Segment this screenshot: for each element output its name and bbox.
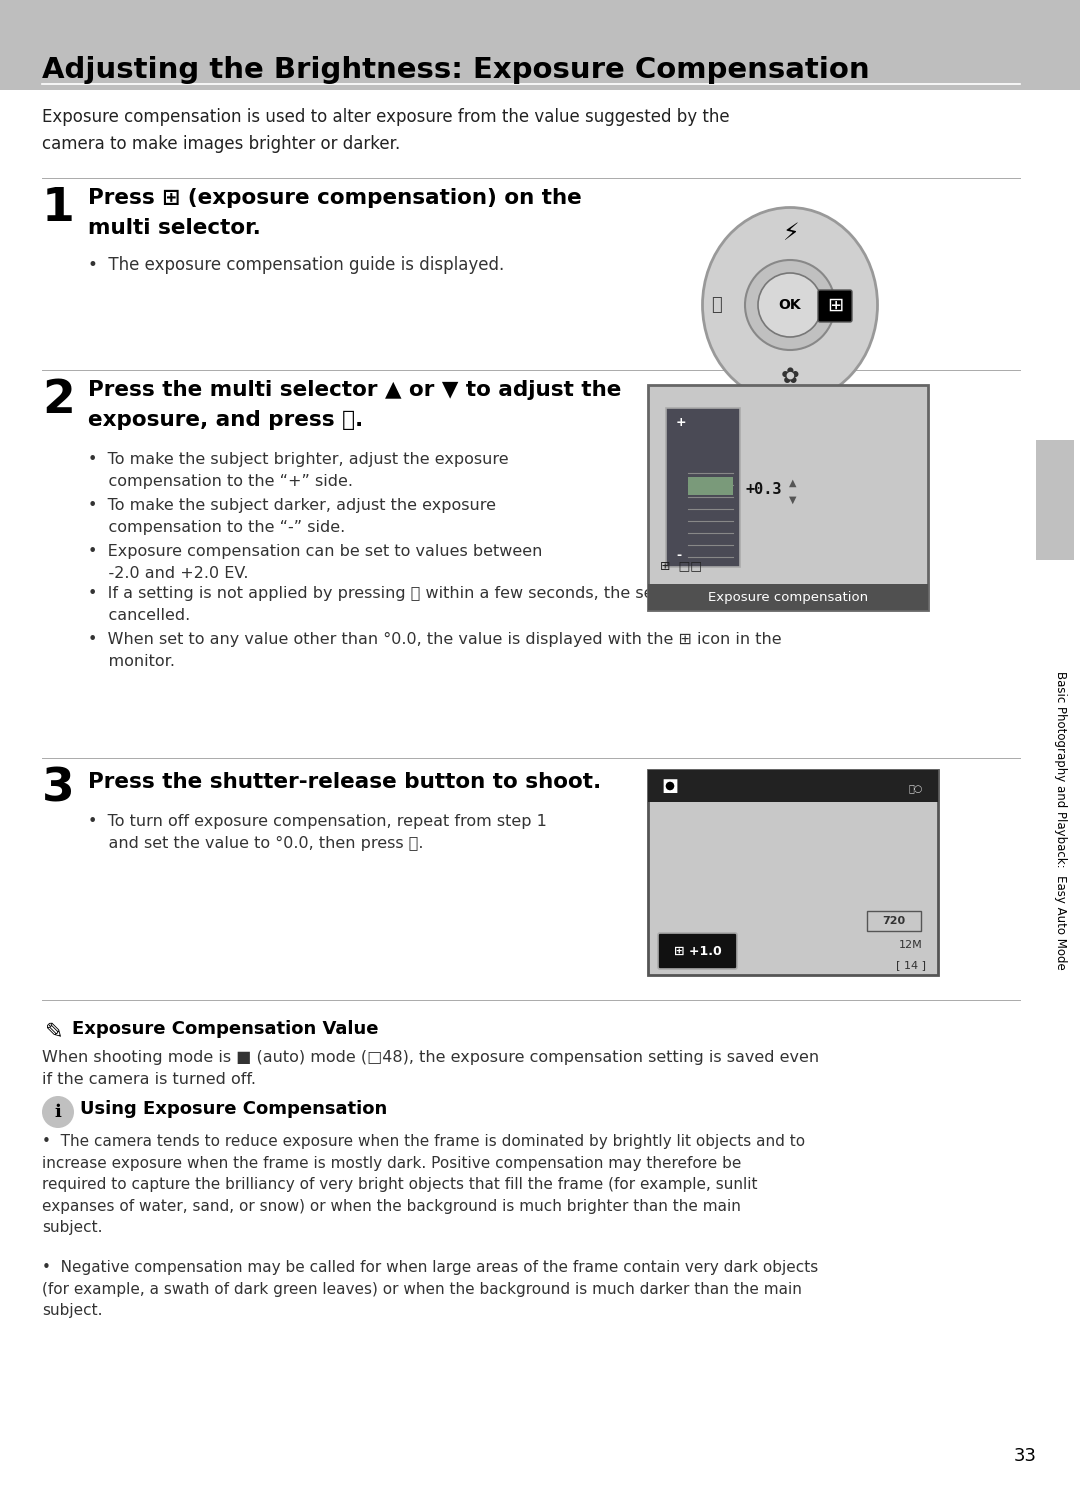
Text: 12M: 12M [900, 941, 923, 950]
Text: ■: ■ [661, 777, 678, 795]
Text: Press the multi selector ▲ or ▼ to adjust the: Press the multi selector ▲ or ▼ to adjus… [87, 380, 621, 400]
Text: ✎: ✎ [44, 1022, 64, 1042]
Text: 3: 3 [42, 765, 75, 811]
Text: 720: 720 [882, 915, 905, 926]
Text: 👤○: 👤○ [908, 783, 923, 794]
Text: -: - [676, 548, 681, 562]
FancyBboxPatch shape [0, 0, 1080, 91]
Text: •  To turn off exposure compensation, repeat from step 1
    and set the value t: • To turn off exposure compensation, rep… [87, 814, 546, 850]
Text: Adjusting the Brightness: Exposure Compensation: Adjusting the Brightness: Exposure Compe… [42, 56, 869, 85]
Circle shape [665, 782, 675, 791]
Text: •  To make the subject darker, adjust the exposure
    compensation to the “-” s: • To make the subject darker, adjust the… [87, 498, 496, 535]
Text: exposure, and press ⓞ.: exposure, and press ⓞ. [87, 410, 363, 429]
FancyBboxPatch shape [648, 770, 939, 802]
Text: Exposure compensation: Exposure compensation [707, 590, 868, 603]
Text: ⊞: ⊞ [827, 296, 843, 315]
Text: ▲: ▲ [789, 478, 797, 487]
FancyBboxPatch shape [818, 290, 852, 322]
FancyBboxPatch shape [666, 409, 740, 568]
FancyBboxPatch shape [648, 584, 928, 609]
FancyBboxPatch shape [688, 477, 733, 495]
Text: ⚡: ⚡ [782, 221, 798, 245]
Ellipse shape [702, 208, 877, 403]
Text: Exposure compensation is used to alter exposure from the value suggested by the
: Exposure compensation is used to alter e… [42, 108, 730, 153]
Text: +0.3: +0.3 [746, 483, 783, 498]
Text: When shooting mode is ■ (auto) mode (□48), the exposure compensation setting is : When shooting mode is ■ (auto) mode (□48… [42, 1051, 819, 1086]
Text: 1: 1 [42, 186, 75, 230]
Text: Exposure Compensation Value: Exposure Compensation Value [72, 1019, 378, 1039]
Text: •  Exposure compensation can be set to values between
    -2.0 and +2.0 EV.: • Exposure compensation can be set to va… [87, 544, 542, 581]
FancyBboxPatch shape [648, 385, 928, 609]
Text: ℹ: ℹ [55, 1103, 62, 1120]
Text: •  When set to any value other than °0.0, the value is displayed with the ⊞ icon: • When set to any value other than °0.0,… [87, 632, 782, 669]
FancyBboxPatch shape [648, 770, 939, 975]
Text: [ 14 ]: [ 14 ] [896, 960, 926, 970]
Circle shape [42, 1097, 75, 1128]
Text: Press the shutter-release button to shoot.: Press the shutter-release button to shoo… [87, 773, 602, 792]
Text: Using Exposure Compensation: Using Exposure Compensation [80, 1100, 388, 1117]
Text: ✿: ✿ [781, 367, 799, 386]
Text: ⊞  □□: ⊞ □□ [660, 560, 702, 572]
Text: ⊞ +1.0: ⊞ +1.0 [674, 945, 721, 957]
Text: Press ⊞ (exposure compensation) on the: Press ⊞ (exposure compensation) on the [87, 189, 582, 208]
Text: ▼: ▼ [789, 495, 797, 505]
Text: +: + [676, 416, 687, 428]
Text: multi selector.: multi selector. [87, 218, 261, 238]
Circle shape [758, 273, 822, 337]
Text: ⏲: ⏲ [712, 296, 723, 314]
Text: OK: OK [779, 299, 801, 312]
Text: Basic Photography and Playback:  Easy Auto Mode: Basic Photography and Playback: Easy Aut… [1053, 670, 1067, 969]
Text: •  To make the subject brighter, adjust the exposure
    compensation to the “+”: • To make the subject brighter, adjust t… [87, 452, 509, 489]
Text: 33: 33 [1013, 1447, 1037, 1465]
FancyBboxPatch shape [658, 933, 737, 969]
Text: •  The exposure compensation guide is displayed.: • The exposure compensation guide is dis… [87, 256, 504, 273]
Ellipse shape [745, 260, 835, 351]
Text: •  The camera tends to reduce exposure when the frame is dominated by brightly l: • The camera tends to reduce exposure wh… [42, 1134, 805, 1235]
Text: •  Negative compensation may be called for when large areas of the frame contain: • Negative compensation may be called fo… [42, 1260, 819, 1318]
Text: •  If a setting is not applied by pressing ⓞ within a few seconds, the selection: • If a setting is not applied by pressin… [87, 585, 726, 623]
FancyBboxPatch shape [1036, 440, 1074, 560]
Text: 2: 2 [42, 377, 75, 424]
